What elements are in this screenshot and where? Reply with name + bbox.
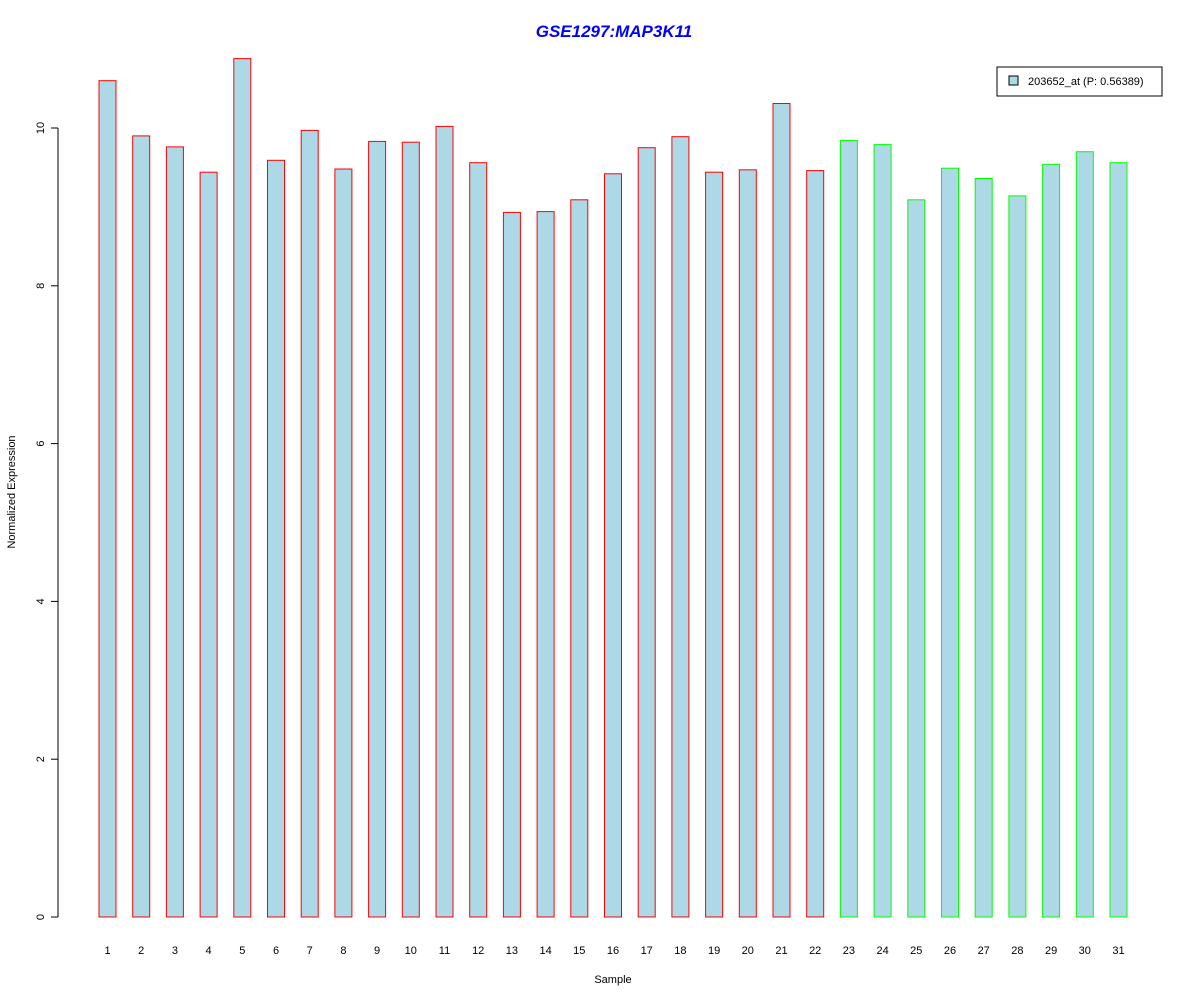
bar-3 (165, 146, 184, 918)
bar-24 (873, 144, 892, 918)
x-tick-label: 5 (239, 945, 245, 957)
x-tick-label: 16 (607, 945, 619, 957)
x-tick-label: 31 (1112, 945, 1124, 957)
x-tick-label: 1 (104, 945, 110, 957)
x-tick-label: 26 (944, 945, 956, 957)
x-tick-label: 2 (138, 945, 144, 957)
legend-label: 203652_at (P: 0.56389) (1028, 76, 1144, 88)
x-tick-label: 3 (172, 945, 178, 957)
y-tick-label: 8 (35, 283, 47, 289)
x-tick-label: 22 (809, 945, 821, 957)
bar-27 (974, 178, 993, 918)
chart-title: GSE1297:MAP3K11 (536, 22, 693, 41)
bar-17 (637, 147, 656, 918)
y-tick-label: 2 (35, 756, 47, 762)
x-tick-labels: 1 2 3 4 5 6 7 8 9 10 11 12 13 14 15 16 17 18 19 20 21 22 23 24 2… (104, 945, 1124, 957)
x-tick-label: 23 (843, 945, 855, 957)
y-tick-label: 6 (35, 441, 47, 447)
y-axis: 0 2 4 6 8 10 (35, 122, 59, 920)
x-tick-label: 13 (506, 945, 518, 957)
x-tick-label: 12 (472, 945, 484, 957)
bar-5 (233, 58, 252, 918)
bar-13 (502, 211, 521, 918)
bar-10 (401, 141, 420, 918)
bar-29 (1042, 163, 1061, 918)
x-tick-label: 8 (340, 945, 346, 957)
x-tick-label: 25 (910, 945, 922, 957)
x-tick-label: 27 (978, 945, 990, 957)
bar-14 (536, 211, 555, 918)
x-tick-label: 4 (206, 945, 212, 957)
y-axis-label: Normalized Expression (6, 435, 18, 548)
bar-2 (132, 135, 151, 918)
legend-swatch (1008, 75, 1019, 86)
x-tick-label: 11 (439, 945, 450, 957)
bar-20 (738, 169, 757, 918)
x-tick-label: 6 (273, 945, 279, 957)
bar-31 (1109, 162, 1128, 918)
x-tick-label: 24 (876, 945, 888, 957)
x-axis-label: Sample (594, 974, 631, 986)
x-tick-label: 18 (674, 945, 686, 957)
y-tick-label: 10 (35, 122, 47, 134)
bar-28 (1008, 195, 1027, 918)
bar-19 (705, 171, 724, 918)
x-tick-label: 17 (641, 945, 653, 957)
bar-11 (435, 125, 454, 918)
bar-23 (839, 140, 858, 918)
x-tick-label: 20 (742, 945, 754, 957)
bar-21 (772, 103, 791, 918)
x-tick-label: 9 (374, 945, 380, 957)
y-tick-label: 0 (35, 914, 47, 920)
legend: 203652_at (P: 0.56389) (996, 66, 1163, 97)
x-tick-label: 10 (405, 945, 417, 957)
x-tick-label: 30 (1079, 945, 1091, 957)
bar-1 (98, 80, 117, 918)
bar-7 (300, 129, 319, 918)
x-tick-label: 19 (708, 945, 720, 957)
bars (98, 58, 1128, 918)
x-tick-label: 29 (1045, 945, 1057, 957)
bar-15 (570, 199, 589, 918)
bar-6 (267, 159, 285, 918)
bar-9 (368, 140, 387, 918)
bar-26 (941, 167, 959, 918)
x-tick-label: 21 (775, 945, 787, 957)
bar-30 (1075, 151, 1094, 918)
x-tick-label: 7 (307, 945, 313, 957)
y-tick-label: 4 (35, 598, 47, 604)
bar-12 (469, 162, 488, 918)
bar-18 (671, 136, 690, 918)
bar-25 (907, 199, 926, 918)
x-tick-label: 28 (1011, 945, 1023, 957)
legend-box (996, 66, 1163, 97)
x-tick-label: 14 (539, 945, 551, 957)
bar-4 (199, 171, 218, 918)
bar-22 (806, 170, 825, 918)
x-tick-label: 15 (573, 945, 585, 957)
bar-16 (604, 173, 622, 918)
bar-8 (334, 168, 353, 918)
